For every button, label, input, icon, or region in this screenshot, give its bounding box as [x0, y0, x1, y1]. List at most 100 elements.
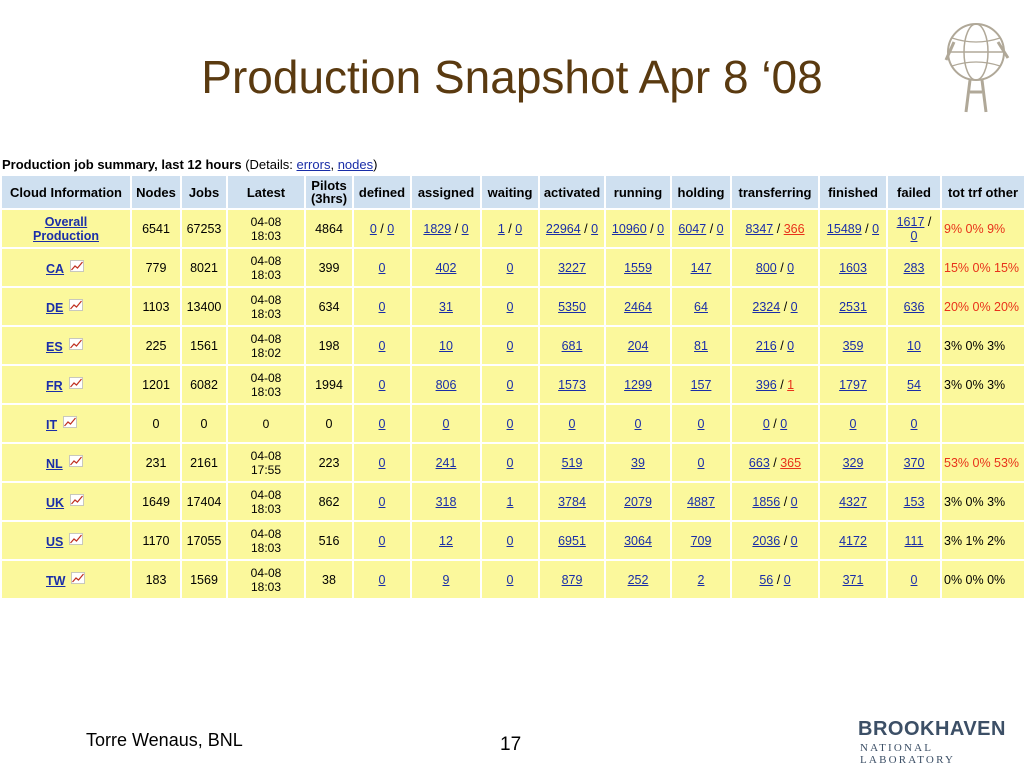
- transferring-value[interactable]: 8347: [745, 221, 774, 236]
- assigned-value[interactable]: 806: [435, 377, 457, 392]
- holding-value[interactable]: 709: [690, 533, 712, 548]
- running-value[interactable]: 3064: [624, 533, 652, 548]
- running-value[interactable]: 0: [634, 416, 642, 431]
- cloud-link[interactable]: CA: [46, 261, 65, 276]
- waiting-value[interactable]: 0: [506, 455, 514, 470]
- activated-value[interactable]: 5350: [558, 299, 586, 314]
- assigned-value[interactable]: 241: [435, 455, 457, 470]
- waiting-value[interactable]: 0: [506, 572, 514, 587]
- holding-value[interactable]: 0: [697, 455, 705, 470]
- trend-chart-icon[interactable]: [69, 298, 84, 311]
- finished-value[interactable]: 4172: [839, 533, 867, 548]
- finished-value[interactable]: 0: [849, 416, 857, 431]
- defined-value[interactable]: 0: [369, 221, 377, 236]
- assigned-value[interactable]: 9: [442, 572, 450, 587]
- transferring-secondary-value[interactable]: 0: [787, 338, 795, 353]
- transferring-value[interactable]: 800: [755, 260, 777, 275]
- transferring-value[interactable]: 0: [762, 416, 770, 431]
- assigned-value[interactable]: 402: [435, 260, 457, 275]
- activated-value[interactable]: 0: [568, 416, 576, 431]
- defined-value[interactable]: 0: [378, 299, 386, 314]
- failed-value[interactable]: 283: [903, 260, 925, 275]
- waiting-value[interactable]: 0: [506, 299, 514, 314]
- failed-value[interactable]: 1617: [896, 214, 925, 229]
- waiting-value[interactable]: 0: [506, 377, 514, 392]
- transferring-value[interactable]: 216: [755, 338, 777, 353]
- failed-value[interactable]: 10: [907, 338, 921, 353]
- transferring-secondary-value[interactable]: 0: [790, 533, 798, 548]
- failed-value[interactable]: 0: [910, 416, 918, 431]
- holding-value[interactable]: 64: [694, 299, 708, 314]
- waiting-value[interactable]: 0: [506, 533, 514, 548]
- cloud-link[interactable]: US: [46, 534, 64, 549]
- nodes-link[interactable]: nodes: [337, 157, 374, 172]
- transferring-value[interactable]: 2324: [752, 299, 781, 314]
- trend-chart-icon[interactable]: [71, 571, 86, 584]
- finished-value[interactable]: 359: [842, 338, 864, 353]
- failed-value[interactable]: 370: [903, 455, 925, 470]
- trend-chart-icon[interactable]: [69, 532, 84, 545]
- transferring-value[interactable]: 396: [755, 377, 777, 392]
- running-value[interactable]: 2079: [624, 494, 652, 509]
- finished-value[interactable]: 329: [842, 455, 864, 470]
- cloud-link[interactable]: ES: [46, 339, 63, 354]
- activated-value[interactable]: 6951: [558, 533, 586, 548]
- running-secondary-value[interactable]: 0: [657, 221, 665, 236]
- trend-chart-icon[interactable]: [70, 493, 84, 506]
- failed-value[interactable]: 636: [903, 299, 925, 314]
- trend-chart-icon[interactable]: [70, 259, 84, 272]
- activated-secondary-value[interactable]: 0: [591, 221, 599, 236]
- waiting-value[interactable]: 0: [506, 338, 514, 353]
- activated-value[interactable]: 879: [561, 572, 583, 587]
- holding-value[interactable]: 147: [690, 260, 712, 275]
- transferring-value[interactable]: 56: [759, 572, 774, 587]
- defined-value[interactable]: 0: [378, 494, 386, 509]
- transferring-value[interactable]: 2036: [752, 533, 781, 548]
- finished-secondary-value[interactable]: 0: [872, 221, 880, 236]
- activated-value[interactable]: 22964: [545, 221, 581, 236]
- running-value[interactable]: 1299: [624, 377, 652, 392]
- cloud-link[interactable]: IT: [46, 417, 58, 432]
- cloud-link[interactable]: TW: [46, 573, 66, 588]
- running-value[interactable]: 39: [631, 455, 645, 470]
- cloud-link[interactable]: FR: [46, 378, 63, 393]
- activated-value[interactable]: 1573: [558, 377, 586, 392]
- failed-secondary-value[interactable]: 0: [910, 228, 918, 243]
- defined-value[interactable]: 0: [378, 533, 386, 548]
- waiting-value[interactable]: 0: [506, 260, 514, 275]
- transferring-secondary-value[interactable]: 0: [790, 299, 798, 314]
- running-value[interactable]: 1559: [624, 260, 652, 275]
- transferring-secondary-value[interactable]: 366: [783, 221, 805, 236]
- transferring-value[interactable]: 1856: [752, 494, 781, 509]
- cloud-link[interactable]: NL: [46, 456, 63, 471]
- defined-value[interactable]: 0: [378, 338, 386, 353]
- activated-value[interactable]: 3784: [558, 494, 586, 509]
- trend-chart-icon[interactable]: [63, 415, 78, 428]
- running-value[interactable]: 252: [627, 572, 649, 587]
- transferring-secondary-value[interactable]: 0: [783, 572, 791, 587]
- assigned-value[interactable]: 1829: [423, 221, 452, 236]
- holding-value[interactable]: 4887: [687, 494, 715, 509]
- trend-chart-icon[interactable]: [68, 454, 83, 467]
- defined-value[interactable]: 0: [378, 455, 386, 470]
- assigned-value[interactable]: 31: [439, 299, 453, 314]
- trend-chart-icon[interactable]: [68, 337, 83, 350]
- cloud-link[interactable]: DE: [46, 300, 64, 315]
- transferring-secondary-value[interactable]: 1: [787, 377, 795, 392]
- holding-value[interactable]: 2: [697, 572, 705, 587]
- finished-value[interactable]: 1797: [839, 377, 867, 392]
- waiting-secondary-value[interactable]: 0: [515, 221, 523, 236]
- holding-secondary-value[interactable]: 0: [716, 221, 724, 236]
- transferring-secondary-value[interactable]: 365: [780, 455, 802, 470]
- activated-value[interactable]: 3227: [558, 260, 586, 275]
- defined-value[interactable]: 0: [378, 260, 386, 275]
- assigned-value[interactable]: 10: [439, 338, 453, 353]
- defined-secondary-value[interactable]: 0: [387, 221, 395, 236]
- assigned-value[interactable]: 318: [435, 494, 457, 509]
- cloud-link[interactable]: UK: [46, 495, 65, 510]
- cloud-link[interactable]: Overall Production: [33, 214, 99, 243]
- failed-value[interactable]: 54: [907, 377, 921, 392]
- finished-value[interactable]: 4327: [839, 494, 867, 509]
- holding-value[interactable]: 6047: [678, 221, 707, 236]
- transferring-secondary-value[interactable]: 0: [780, 416, 788, 431]
